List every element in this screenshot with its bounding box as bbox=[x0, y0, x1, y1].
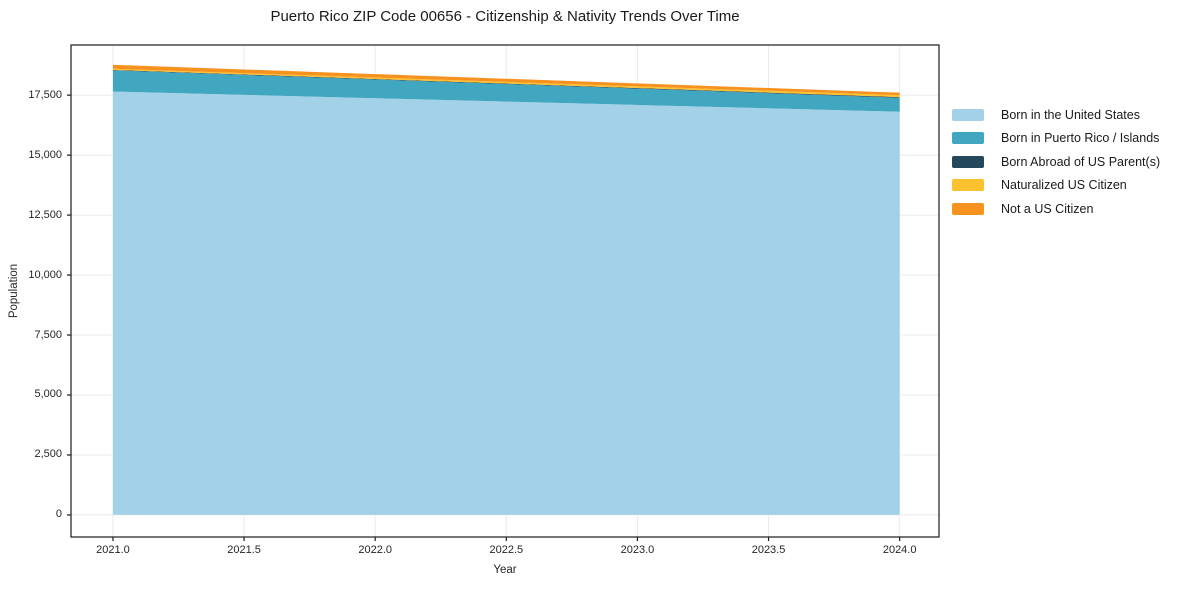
legend-item: Naturalized US Citizen bbox=[952, 174, 1160, 198]
x-tick-label: 2021.0 bbox=[96, 544, 130, 556]
legend: Born in the United States Born in Puerto … bbox=[952, 103, 1160, 221]
x-tick-label: 2022.0 bbox=[358, 544, 393, 556]
area-series-3 bbox=[112, 68, 900, 98]
y-tick-label: 7,500 bbox=[34, 328, 62, 341]
x-tick-label: 2023.0 bbox=[620, 544, 655, 556]
legend-label: Naturalized US Citizen bbox=[1001, 178, 1127, 193]
area-series-0 bbox=[112, 91, 900, 515]
y-tick-label: 15,000 bbox=[28, 148, 62, 161]
x-tick-label: 2023.5 bbox=[751, 544, 786, 556]
x-tick-label: 2024.0 bbox=[882, 544, 917, 556]
area-series-4 bbox=[112, 64, 900, 96]
legend-item: Not a US Citizen bbox=[952, 197, 1160, 221]
legend-label: Born in Puerto Rico / Islands bbox=[1001, 131, 1160, 146]
y-tick-label: 2,500 bbox=[34, 448, 62, 461]
area-series-1 bbox=[112, 70, 900, 112]
legend-item: Born in the United States bbox=[952, 103, 1160, 127]
y-tick-label: 17,500 bbox=[28, 88, 62, 101]
legend-item: Born Abroad of US Parent(s) bbox=[952, 150, 1160, 174]
legend-swatch-icon bbox=[952, 132, 984, 145]
y-tick-label: 10,000 bbox=[28, 268, 62, 281]
y-tick-label: 5,000 bbox=[34, 388, 62, 401]
legend-item: Born in Puerto Rico / Islands bbox=[952, 127, 1160, 151]
x-tick-label: 2022.5 bbox=[489, 544, 524, 556]
chart-title: Puerto Rico ZIP Code 00656 - Citizenship… bbox=[270, 8, 740, 25]
legend-label: Born Abroad of US Parent(s) bbox=[1001, 154, 1161, 169]
plot-frame bbox=[70, 44, 940, 538]
y-tick-label: 0 bbox=[55, 508, 62, 521]
legend-label: Born in the United States bbox=[1001, 107, 1140, 122]
legend-swatch-icon bbox=[952, 202, 984, 215]
legend-label: Not a US Citizen bbox=[1001, 201, 1094, 216]
x-tick-label: 2021.5 bbox=[227, 544, 261, 556]
legend-swatch-icon bbox=[952, 108, 984, 121]
legend-swatch-icon bbox=[952, 155, 984, 168]
area-series-2 bbox=[112, 69, 900, 98]
x-axis-label: Year bbox=[493, 564, 517, 576]
y-tick-label: 12,500 bbox=[28, 208, 62, 221]
legend-swatch-icon bbox=[952, 179, 984, 192]
